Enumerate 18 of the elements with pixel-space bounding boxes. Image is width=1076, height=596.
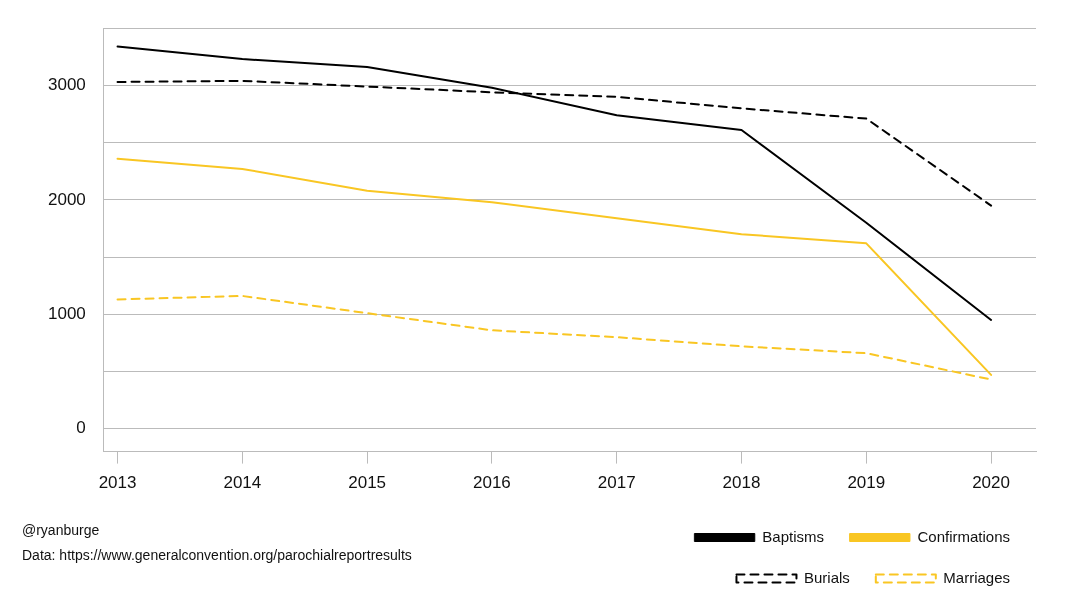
x-tick-label: 2013: [98, 473, 137, 493]
x-tick-label: 2017: [597, 473, 636, 493]
text: @ryanburge: [22, 521, 101, 540]
x-tick-label: 2014: [223, 473, 262, 493]
x-tick-label: 2016: [473, 473, 511, 493]
legend-label: Confirmations: [917, 527, 1011, 545]
legend-label: Burials: [803, 568, 850, 586]
y-tick-label: 1000: [47, 303, 86, 323]
x-tick-label: 2015: [348, 473, 387, 493]
x-tick-label: 2019: [847, 473, 886, 493]
y-tick-label: 0: [76, 418, 86, 438]
y-tick-label: 2000: [47, 189, 86, 209]
y-tick-label: 3000: [47, 75, 86, 95]
legend-label: Marriages: [943, 568, 1010, 586]
x-tick-label: 2018: [722, 473, 761, 493]
x-tick-label: 2020: [972, 473, 1010, 493]
text: Data: https://www.generalconvention.org/parochialreportresults: [22, 546, 412, 565]
legend-label: Baptisms: [762, 527, 824, 545]
